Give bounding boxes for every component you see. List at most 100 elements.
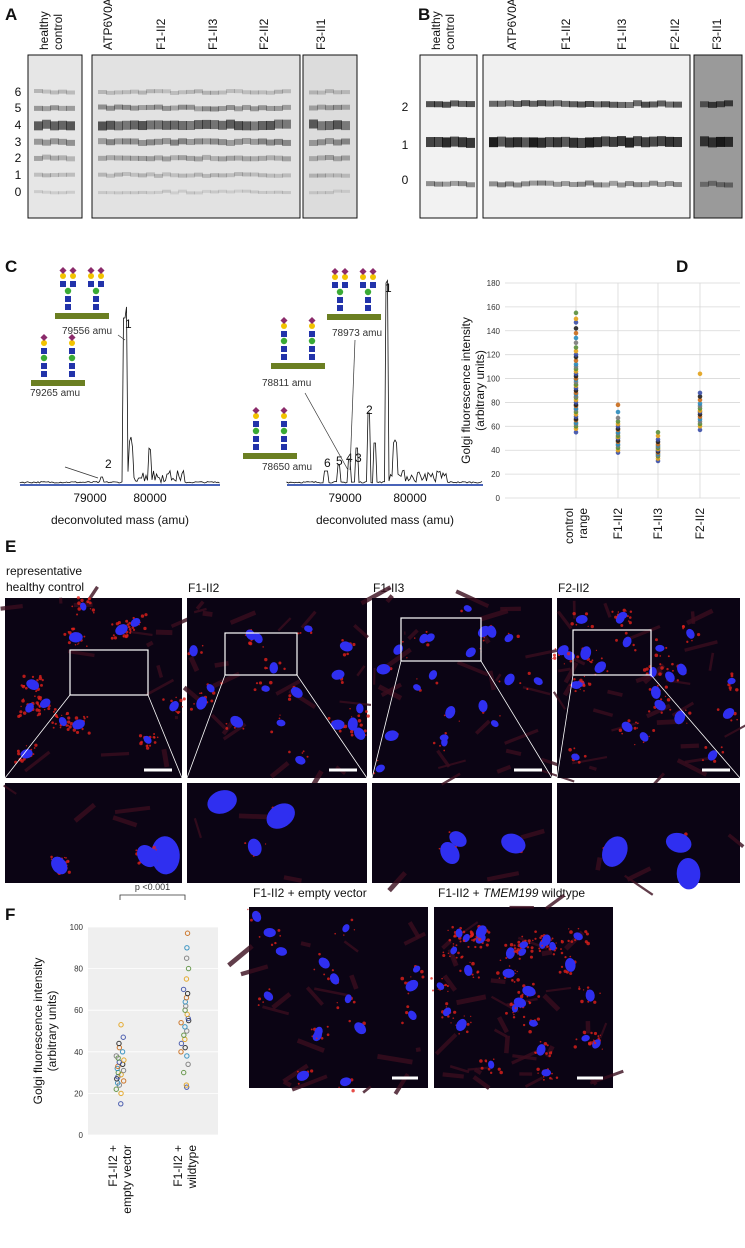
golgi-signal [67, 630, 70, 633]
golgi-signal [143, 626, 147, 631]
gel-band [649, 180, 658, 186]
lane-label: healthy [37, 11, 51, 50]
glycan-sialic [341, 267, 349, 276]
nucleus [290, 687, 303, 698]
gel-band [202, 90, 211, 95]
golgi-signal [617, 611, 620, 613]
golgi-signal [431, 989, 434, 992]
gel-band [585, 137, 594, 148]
gel-band [553, 137, 562, 148]
golgi-signal [483, 636, 486, 639]
y-tick-label: 140 [487, 327, 501, 336]
golgi-signal [348, 1019, 351, 1023]
golgi-signal [656, 684, 659, 687]
gel-band [58, 191, 67, 195]
golgi-signal [162, 698, 165, 701]
glycan-sialic [59, 266, 67, 275]
cell-process [386, 647, 412, 668]
gel-band [170, 155, 179, 161]
golgi-signal [137, 861, 141, 865]
golgi-signal [600, 657, 603, 660]
golgi-signal [357, 714, 361, 718]
cell-process [380, 682, 403, 698]
golgi-signal [587, 1000, 590, 1003]
golgi-signal [597, 1037, 600, 1040]
nucleus [252, 910, 262, 922]
gel-band [162, 172, 171, 177]
gel-band [325, 121, 334, 131]
golgi-signal [642, 741, 645, 744]
nucleus [440, 842, 460, 865]
golgi-signal [513, 1013, 515, 1016]
golgi-signal [306, 755, 309, 758]
golgi-signal [492, 1058, 495, 1060]
data-point [573, 352, 579, 357]
golgi-signal [132, 628, 136, 631]
golgi-signal [574, 689, 577, 693]
gel-band [716, 136, 725, 147]
micrograph [187, 598, 367, 778]
gel-band [250, 138, 259, 145]
glycan-glcnac [69, 371, 75, 377]
nucleus [439, 734, 449, 742]
mass-label: 78973 amu [332, 328, 382, 339]
golgi-signal [499, 715, 501, 717]
mass-label: 78811 amu [262, 378, 311, 389]
golgi-signal [685, 709, 687, 711]
glycan-glcnac [370, 282, 376, 288]
cell-process [212, 671, 241, 689]
gel-band [537, 137, 546, 148]
gel-band [553, 100, 562, 107]
golgi-signal [25, 745, 28, 747]
gel-band [609, 136, 618, 147]
micrograph [372, 783, 552, 883]
golgi-signal [288, 750, 291, 754]
golgi-signal [555, 942, 557, 944]
nucleus [51, 856, 68, 875]
golgi-signal [584, 930, 588, 934]
nucleus [330, 719, 345, 730]
gel-band [341, 90, 350, 95]
gel-band [458, 181, 467, 187]
gel-band [130, 120, 139, 130]
golgi-signal [648, 687, 652, 691]
golgi-signal [521, 993, 524, 996]
gel-band [513, 137, 522, 148]
gel-band [569, 182, 578, 188]
nucleus [585, 989, 595, 1002]
nucleus [622, 636, 632, 648]
golgi-signal [530, 946, 534, 950]
nucleus [465, 647, 476, 658]
gel-band [170, 173, 179, 178]
gel-band [657, 136, 666, 147]
golgi-signal [438, 847, 441, 850]
gel-band [42, 190, 51, 194]
golgi-signal [728, 686, 732, 690]
gel-band [641, 182, 650, 188]
gel-band [138, 173, 147, 178]
golgi-signal [713, 759, 717, 763]
lane-label: F2-II2 [668, 18, 682, 50]
data-point [120, 1034, 126, 1040]
nucleus [674, 710, 686, 725]
golgi-signal [565, 956, 567, 958]
golgi-signal [92, 611, 95, 614]
lane-label: F3-II1 [710, 18, 724, 50]
cell-process [588, 765, 597, 771]
golgi-signal [189, 707, 193, 711]
golgi-signal [478, 937, 482, 942]
gel-band [242, 104, 251, 110]
gel-band [98, 155, 107, 161]
nucleus [563, 651, 576, 661]
golgi-signal [67, 870, 71, 874]
y-axis-label: (arbitrary units) [45, 991, 59, 1072]
golgi-signal [19, 710, 23, 714]
glycan-glcnac [342, 282, 348, 288]
golgi-signal [113, 636, 118, 640]
golgi-signal [343, 934, 345, 936]
glycan-sialic [252, 406, 260, 415]
golgi-signal [622, 608, 626, 612]
cell-process [0, 603, 23, 611]
nucleus [344, 994, 352, 1004]
nucleus [665, 671, 675, 683]
